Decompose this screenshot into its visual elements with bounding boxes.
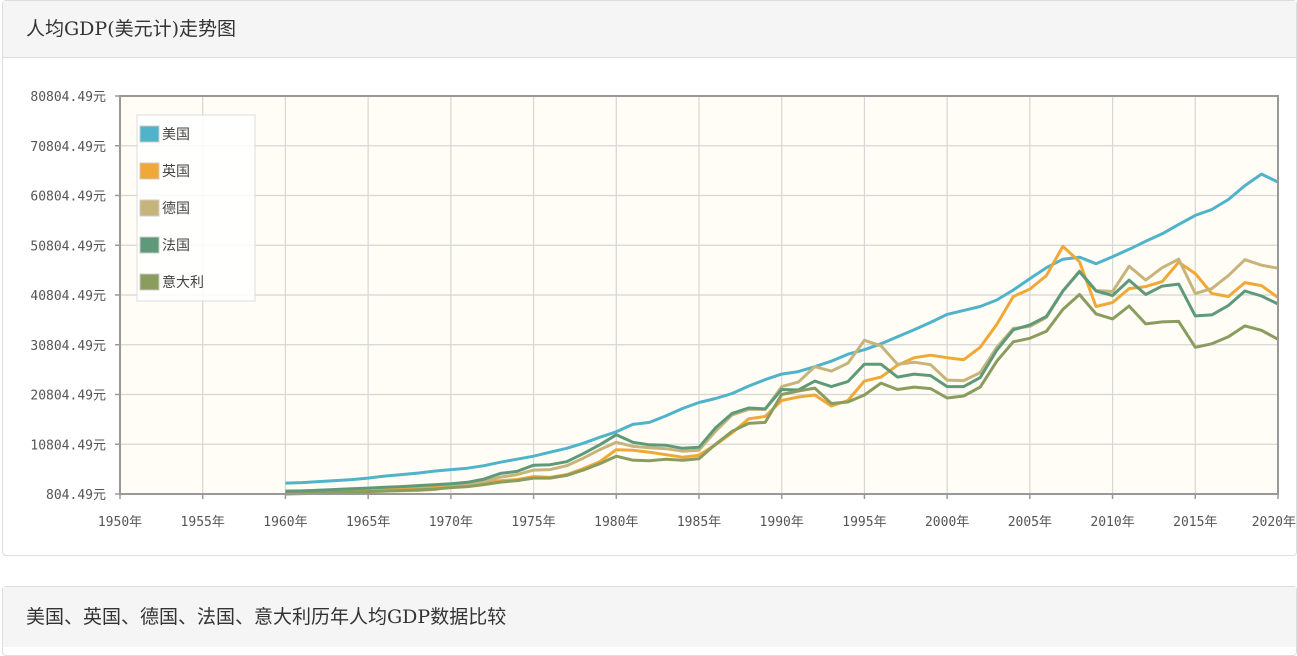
legend-label: 法国 <box>162 238 190 254</box>
legend-swatch <box>139 125 160 143</box>
legend-swatch <box>139 199 160 217</box>
legend-swatch <box>139 162 160 180</box>
x-tick-label: 1960年 <box>263 515 307 530</box>
x-tick-label: 2000年 <box>925 515 969 530</box>
series-lines <box>285 172 1279 496</box>
x-tick-label: 1985年 <box>677 515 721 530</box>
y-tick-label: 804.49元 <box>46 488 106 503</box>
axes: 804.49元 10804.49元 20804.49元 30804.49元 40804.… <box>30 90 1296 530</box>
y-tick-label: 30804.49元 <box>30 339 106 354</box>
table-panel: 美国、英国、德国、法国、意大利历年人均GDP数据比较 <box>2 586 1297 656</box>
legend-swatch <box>139 273 160 291</box>
x-tick-label: 1950年 <box>98 515 142 530</box>
legend-label: 英国 <box>162 163 190 180</box>
y-tick-label: 20804.49元 <box>30 389 106 404</box>
series-line-0 <box>285 172 1279 485</box>
x-tick-label: 1955年 <box>181 515 225 530</box>
chart-panel-title: 人均GDP(美元计)走势图 <box>3 1 1296 58</box>
x-tick-label: 1980年 <box>594 515 638 530</box>
x-tick-label: 1965年 <box>346 515 390 530</box>
x-tick-label: 2005年 <box>1008 515 1052 530</box>
series-line-3 <box>285 270 1279 493</box>
legend-label: 意大利 <box>162 274 204 291</box>
x-tick-label: 2020年 <box>1252 515 1296 530</box>
legend-swatch <box>139 236 160 254</box>
gdp-line-chart: 804.49元 10804.49元 20804.49元 30804.49元 40804.… <box>30 90 1296 530</box>
y-tick-label: 40804.49元 <box>30 289 106 304</box>
y-tick-label: 80804.49元 <box>30 90 106 105</box>
x-tick-label: 2010年 <box>1090 515 1134 530</box>
series-line-4 <box>285 293 1279 496</box>
legend-label: 美国 <box>162 127 190 143</box>
y-tick-label: 60804.49元 <box>30 190 106 205</box>
y-tick-label: 10804.49元 <box>30 438 106 453</box>
x-tick-label: 1975年 <box>511 515 555 530</box>
x-tick-label: 1990年 <box>760 515 804 530</box>
y-tick-label: 50804.49元 <box>30 239 106 254</box>
y-tick-label: 70804.49元 <box>30 140 106 155</box>
x-tick-label: 2015年 <box>1173 515 1217 530</box>
x-tick-label: 1970年 <box>429 515 473 530</box>
x-tick-label: 1995年 <box>842 515 886 530</box>
legend-label: 德国 <box>162 201 190 217</box>
table-panel-title: 美国、英国、德国、法国、意大利历年人均GDP数据比较 <box>3 587 1296 647</box>
